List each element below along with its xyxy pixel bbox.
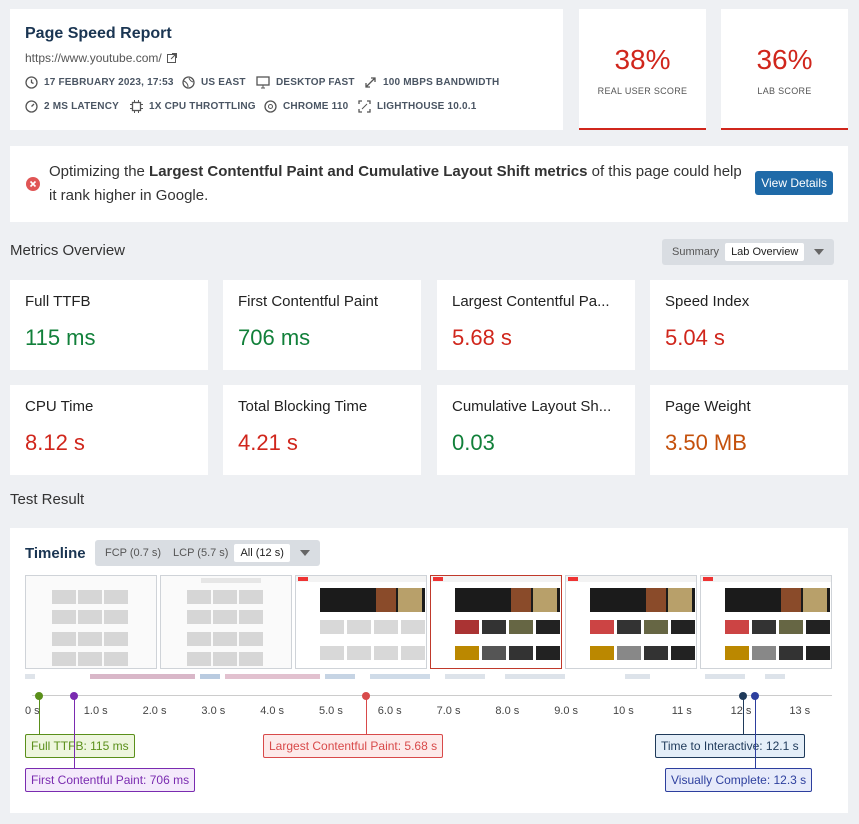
monitor-icon [256,76,270,89]
meta-bandwidth: 100 Mbps Bandwidth [364,76,499,89]
timeline-marker-label[interactable]: Time to Interactive: 12.1 s [655,734,805,758]
metric-card-tbt[interactable]: Total Blocking Time 4.21 s [223,385,421,475]
page-title: Page Speed Report [25,25,172,42]
tested-url[interactable]: https://www.youtube.com/ [25,51,177,65]
meta-lighthouse: Lighthouse 10.0.1 [358,100,477,113]
metric-card-fcp[interactable]: First Contentful Paint 706 ms [223,280,421,370]
metric-card-page-weight[interactable]: Page Weight 3.50 MB [650,385,848,475]
real-user-score-value: 38% [614,44,671,75]
error-icon [26,177,40,191]
metric-card-full-ttfb[interactable]: Full TTFB 115 ms [10,280,208,370]
timeline-marker-line [38,698,40,734]
timeline-tick-label: 10 s [613,705,634,717]
timeline-tick-label: 9.0 s [554,705,579,717]
toggle-fcp[interactable]: FCP (0.7 s) [105,547,162,559]
timeline-tick-label: 8.0 s [495,705,520,717]
timeline-tick-label: 4.0 s [260,705,285,717]
timeline-tick-label: 6.0 s [377,705,402,717]
timeline-marker-line [73,698,75,768]
metrics-overview-title: Metrics Overview [10,242,126,259]
gauge-icon [25,100,38,113]
toggle-summary[interactable]: Summary [672,246,720,258]
timeline-card: Timeline FCP (0.7 s) LCP (5.7 s) All (12… [10,528,848,813]
chevron-down-icon[interactable] [299,550,310,556]
meta-device: Desktop Fast [256,76,355,89]
cpu-icon [130,100,143,113]
timeline-marker-line [755,698,757,768]
timeline-title: Timeline [25,545,86,562]
bandwidth-icon [365,77,376,88]
timeline-tick-label: 5.0 s [319,705,343,717]
real-user-score-card[interactable]: 38% Real User Score [579,9,706,130]
timeline-marker-label[interactable]: Full TTFB: 115 ms [25,734,135,758]
metrics-view-toggle[interactable]: Summary Lab Overview [662,239,835,265]
meta-cpu: 1x CPU Throttling [130,100,256,113]
timeline-marker-dot[interactable] [69,692,78,700]
filmstrip-frame[interactable] [25,575,157,669]
test-result-title: Test Result [10,491,85,508]
meta-browser: Chrome 110 [264,100,348,113]
timeline-tick-label: 7.0 s [436,705,461,717]
view-details-button[interactable]: View Details [755,171,833,195]
recommendation-banner: Optimizing the Largest Contentful Paint … [10,146,848,222]
lighthouse-icon [358,100,371,113]
filmstrip-frame[interactable] [295,575,427,669]
lab-score-label: Lab Score [757,86,812,96]
metric-card-speed-index[interactable]: Speed Index 5.04 s [650,280,848,370]
timeline-marker-dot[interactable] [361,692,370,700]
timeline-tick-label: 13 s [789,705,811,717]
globe-icon [182,76,195,89]
timeline-tick-label: 0 s [25,705,40,717]
timeline-marker-label[interactable]: First Contentful Paint: 706 ms [25,768,196,792]
filmstrip-frame-lcp[interactable] [430,575,562,669]
filmstrip-frame[interactable] [160,575,292,669]
clock-icon [25,76,38,89]
timeline-range-toggle[interactable]: FCP (0.7 s) LCP (5.7 s) All (12 s) [95,540,320,566]
metric-card-cpu-time[interactable]: CPU Time 8.12 s [10,385,208,475]
meta-location: US East [182,76,246,89]
meta-date: 17 February 2023, 17:53 [25,76,174,89]
report-header-card: Page Speed Report https://www.youtube.co… [10,9,563,130]
lab-score-value: 36% [756,44,813,75]
meta-latency: 2 ms Latency [25,100,119,113]
timeline-marker-line [365,698,367,734]
url-text[interactable]: https://www.youtube.com/ [25,51,162,65]
timeline-tick-label: 11 s [671,705,692,717]
timeline-marker-dot[interactable] [751,692,760,700]
timeline-marker-dot[interactable] [34,692,43,700]
chevron-down-icon[interactable] [814,249,825,255]
toggle-all[interactable]: All (12 s) [234,544,290,562]
timeline-tick-label: 2.0 s [142,705,167,717]
metric-card-lcp[interactable]: Largest Contentful Pa... 5.68 s [437,280,635,370]
timeline-axis [32,695,832,696]
toggle-lab-overview[interactable]: Lab Overview [725,243,805,261]
filmstrip-frame[interactable] [565,575,697,669]
timeline-tick-label: 12 s [730,705,752,717]
external-link-icon[interactable] [166,53,177,63]
filmstrip-frame[interactable] [700,575,832,669]
metric-card-cls[interactable]: Cumulative Layout Sh... 0.03 [437,385,635,475]
timeline-marker-label[interactable]: Visually Complete: 12.3 s [665,768,813,792]
timeline-marker-label[interactable]: Largest Contentful Paint: 5.68 s [263,734,444,758]
timeline-marker-line [743,698,745,734]
real-user-score-label: Real User Score [597,86,688,96]
lab-score-card[interactable]: 36% Lab Score [721,9,848,130]
banner-message: Optimizing the Largest Contentful Paint … [49,163,742,204]
toggle-lcp[interactable]: LCP (5.7 s) [173,547,229,559]
request-activity-strip [25,674,785,679]
chrome-icon [264,100,277,113]
timeline-tick-label: 1.0 s [83,705,108,717]
timeline-tick-label: 3.0 s [201,705,226,717]
timeline-marker-dot[interactable] [739,692,748,700]
